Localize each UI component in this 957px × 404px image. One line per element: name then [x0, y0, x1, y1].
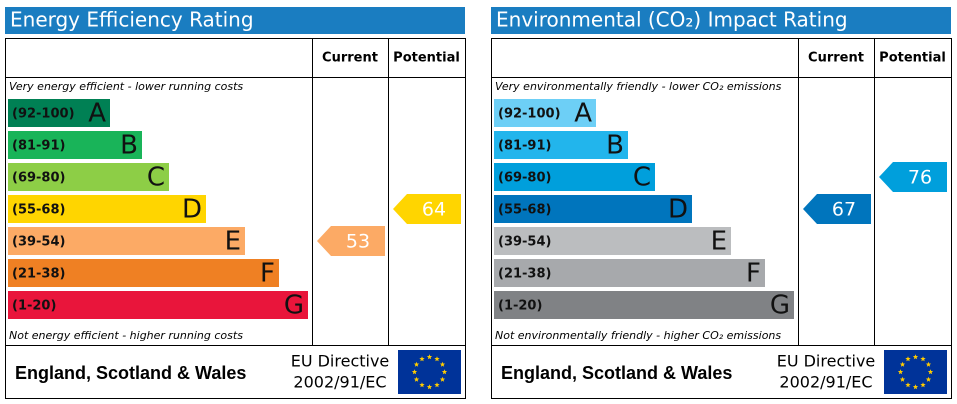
potential-header: Potential	[879, 51, 946, 66]
rating-value: 67	[832, 199, 856, 221]
band-range: (55-68)	[498, 203, 551, 218]
eu-star	[897, 369, 904, 375]
potential-header: Potential	[393, 51, 460, 66]
band-range: (1-20)	[12, 299, 56, 314]
rating-arrow	[317, 226, 385, 256]
eu-star	[413, 361, 420, 367]
panel-title: Energy Efficiency Rating	[10, 8, 254, 32]
band-letter: A	[88, 99, 106, 129]
rating-band	[494, 227, 731, 255]
eu-star	[912, 384, 919, 390]
bottom-note: Not environmentally friendly - higher CO…	[495, 329, 781, 342]
rating-value: 64	[422, 199, 446, 221]
band-range: (21-38)	[498, 267, 551, 282]
eu-star	[439, 376, 446, 382]
rating-band	[8, 259, 279, 287]
title-bar	[491, 7, 951, 34]
band-letter: B	[120, 131, 138, 161]
band-letter: C	[147, 163, 165, 193]
rating-band	[8, 131, 142, 159]
rating-band	[494, 131, 628, 159]
title-bar	[5, 7, 465, 34]
band-letter: D	[182, 195, 202, 225]
eu-star	[434, 382, 440, 388]
band-range: (92-100)	[12, 107, 75, 122]
band-range: (81-91)	[12, 139, 65, 154]
band-range: (39-54)	[12, 235, 65, 250]
band-letter: G	[284, 291, 304, 321]
eu-star	[419, 382, 425, 388]
band-letter: G	[770, 291, 790, 321]
eu-star	[419, 356, 425, 362]
eu-star	[426, 384, 433, 390]
footer-directive: EU Directive	[777, 352, 876, 371]
top-note: Very energy efficient - lower running co…	[9, 80, 243, 93]
footer-code: 2002/91/EC	[293, 373, 386, 392]
eu-star	[413, 376, 420, 382]
band-range: (81-91)	[498, 139, 551, 154]
band-range: (55-68)	[12, 203, 65, 218]
rating-band	[494, 291, 794, 319]
rating-arrow	[879, 162, 947, 192]
band-letter: D	[668, 195, 688, 225]
panel-title: Environmental (CO₂) Impact Rating	[496, 8, 848, 32]
rating-band	[494, 195, 692, 223]
rating-band	[494, 163, 655, 191]
top-note: Very environmentally friendly - lower CO…	[495, 80, 782, 93]
eu-star	[426, 354, 433, 360]
band-range: (69-80)	[12, 171, 65, 186]
band-range: (1-20)	[498, 299, 542, 314]
eu-star	[905, 382, 911, 388]
band-letter: E	[711, 227, 727, 257]
rating-band	[8, 195, 206, 223]
eu-star	[927, 369, 934, 375]
band-letter: C	[633, 163, 651, 193]
eu-star	[912, 354, 919, 360]
band-range: (21-38)	[12, 267, 65, 282]
eu-star	[920, 382, 926, 388]
rating-value: 76	[908, 167, 932, 189]
rating-arrow	[803, 194, 871, 224]
eu-star	[905, 356, 911, 362]
current-header: Current	[808, 51, 864, 66]
panel-box	[491, 38, 952, 399]
bottom-note: Not energy efficient - higher running co…	[9, 329, 243, 342]
rating-arrow	[393, 194, 461, 224]
rating-band	[494, 259, 765, 287]
footer-code: 2002/91/EC	[779, 373, 872, 392]
rating-value: 53	[346, 231, 370, 253]
rating-band	[8, 163, 169, 191]
footer-region: England, Scotland & Wales	[15, 363, 246, 383]
eu-star	[899, 376, 906, 382]
eu-star	[925, 376, 932, 382]
band-letter: F	[260, 259, 275, 289]
eu-star	[899, 361, 906, 367]
eu-star	[925, 361, 932, 367]
current-header: Current	[322, 51, 378, 66]
band-range: (92-100)	[498, 107, 561, 122]
eu-star	[441, 369, 448, 375]
footer-region: England, Scotland & Wales	[501, 363, 732, 383]
band-letter: F	[746, 259, 761, 289]
footer-directive: EU Directive	[291, 352, 390, 371]
band-range: (39-54)	[498, 235, 551, 250]
band-letter: A	[574, 99, 592, 129]
eu-star	[920, 356, 926, 362]
eu-star	[434, 356, 440, 362]
eu-star	[411, 369, 418, 375]
rating-band	[8, 99, 110, 127]
band-range: (69-80)	[498, 171, 551, 186]
panel-box	[5, 38, 466, 399]
rating-band	[8, 291, 308, 319]
rating-band	[8, 227, 245, 255]
eu-star	[439, 361, 446, 367]
band-letter: E	[225, 227, 241, 257]
band-letter: B	[606, 131, 624, 161]
rating-band	[494, 99, 596, 127]
